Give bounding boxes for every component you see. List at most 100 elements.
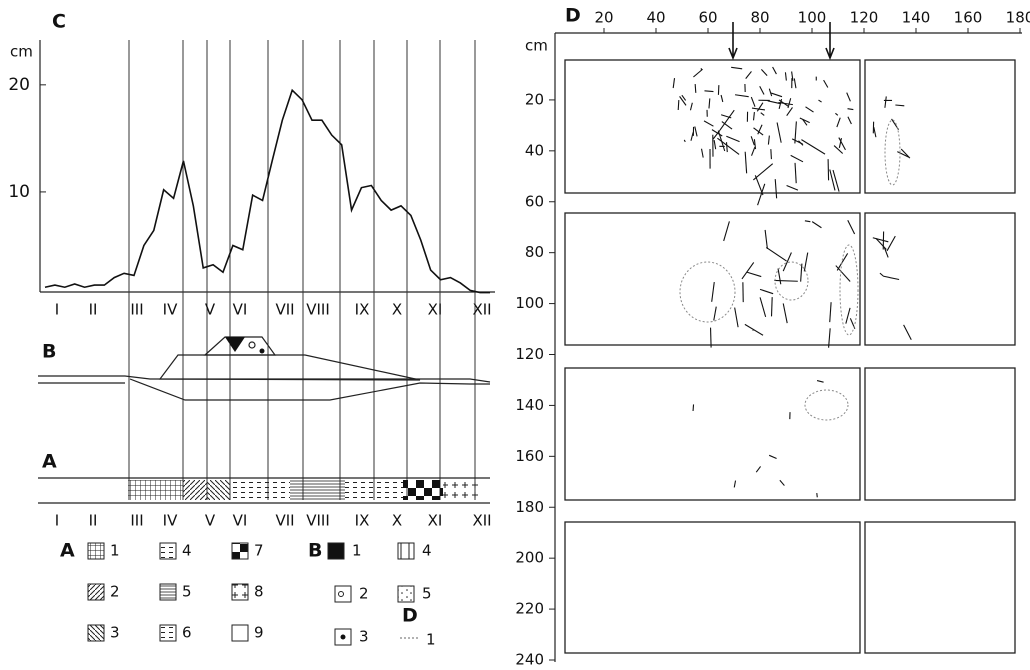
- x-tick-label: 100: [798, 9, 827, 27]
- x-tick-label: VIII: [306, 512, 330, 530]
- root-trace: [723, 221, 730, 242]
- y-tick-label: 220: [515, 600, 544, 618]
- root-trace: [759, 86, 765, 95]
- root-trace: [726, 135, 740, 143]
- patch: [884, 119, 901, 186]
- x-tick-label: 40: [646, 9, 665, 27]
- legend-swatch: [159, 624, 177, 642]
- legend-swatch: [231, 624, 249, 642]
- root-trace: [759, 288, 774, 295]
- root-trace: [787, 98, 792, 109]
- legend-label: 1: [426, 631, 436, 649]
- arrow: [825, 22, 835, 61]
- root-trace: [744, 151, 748, 174]
- root-trace: [774, 279, 798, 282]
- box: [864, 367, 1016, 501]
- root-trace: [709, 327, 712, 348]
- legend-heading: B: [308, 540, 322, 562]
- root-trace: [847, 116, 852, 125]
- legend-swatch: [327, 542, 345, 560]
- root-trace: [752, 329, 754, 331]
- root-trace: [703, 120, 714, 127]
- legend-swatch: [159, 583, 177, 601]
- legend-label: 4: [182, 542, 192, 560]
- x-tick-label: 120: [850, 9, 879, 27]
- root-trace: [694, 83, 697, 93]
- strip-2: [183, 480, 207, 500]
- legend-heading: A: [60, 540, 75, 562]
- y-tick-label: 160: [515, 447, 544, 465]
- legend-label: 7: [254, 542, 264, 560]
- root-trace: [713, 140, 717, 150]
- root-trace: [689, 102, 693, 111]
- root-trace: [803, 252, 809, 272]
- root-trace: [903, 324, 912, 341]
- y-tick-label: 60: [525, 192, 544, 210]
- root-trace: [836, 117, 841, 128]
- patch: [839, 244, 859, 336]
- strip-8: [443, 480, 480, 500]
- root-trace: [875, 238, 887, 250]
- root-trace: [757, 183, 766, 206]
- root-trace: [770, 297, 773, 317]
- legend-label: 3: [110, 624, 120, 642]
- root-trace: [760, 69, 768, 77]
- legend-label: 2: [110, 583, 120, 601]
- strip-3: [207, 480, 230, 500]
- root-trace: [835, 112, 839, 116]
- root-trace: [765, 247, 787, 262]
- x-tick-label: 60: [698, 9, 717, 27]
- root-trace: [883, 247, 889, 258]
- box: [864, 212, 1016, 346]
- layer-2: [248, 341, 256, 349]
- y-tick-label: 80: [525, 243, 544, 261]
- x-tick-label: IV: [163, 301, 178, 319]
- panel-label: D: [565, 5, 581, 27]
- root-trace: [886, 235, 896, 252]
- strip-7: [403, 480, 443, 500]
- root-trace: [711, 281, 715, 302]
- root-trace: [734, 307, 739, 328]
- root-trace: [750, 96, 756, 107]
- root-trace: [704, 90, 714, 93]
- patch: [679, 261, 736, 323]
- legend-label: 1: [110, 542, 120, 560]
- root-trace: [791, 71, 794, 81]
- legend-symbol: [338, 591, 344, 597]
- root-trace: [777, 268, 782, 285]
- box: [864, 521, 1016, 654]
- root-trace: [708, 98, 711, 109]
- root-trace: [872, 237, 889, 243]
- root-trace: [782, 303, 788, 324]
- y-tick-label: 200: [515, 549, 544, 567]
- x-tick-label: 140: [902, 9, 931, 27]
- root-trace: [801, 139, 826, 155]
- root-trace: [768, 88, 773, 97]
- root-trace: [776, 122, 782, 143]
- y-tick-label: 100: [515, 294, 544, 312]
- root-trace: [828, 328, 831, 348]
- root-trace: [832, 169, 840, 192]
- root-trace: [753, 127, 764, 136]
- layer-4: [158, 354, 421, 381]
- x-tick-label: I: [55, 301, 59, 319]
- root-trace: [774, 179, 778, 199]
- legend-swatch: [87, 583, 105, 601]
- root-trace: [823, 79, 829, 88]
- root-trace: [733, 480, 737, 488]
- root-trace: [784, 72, 787, 81]
- root-trace: [745, 71, 752, 79]
- legend-heading: D: [402, 605, 418, 627]
- box: [864, 59, 1016, 194]
- legend-swatch: [397, 542, 415, 560]
- layer-1: [225, 337, 245, 352]
- x-tick-label: VI: [233, 512, 248, 530]
- layer-5: [129, 378, 490, 401]
- root-trace: [677, 100, 680, 111]
- y-tick-label: 40: [525, 141, 544, 159]
- box: [564, 521, 861, 654]
- root-trace: [767, 135, 770, 145]
- root-trace: [757, 124, 763, 135]
- root-trace: [759, 297, 767, 318]
